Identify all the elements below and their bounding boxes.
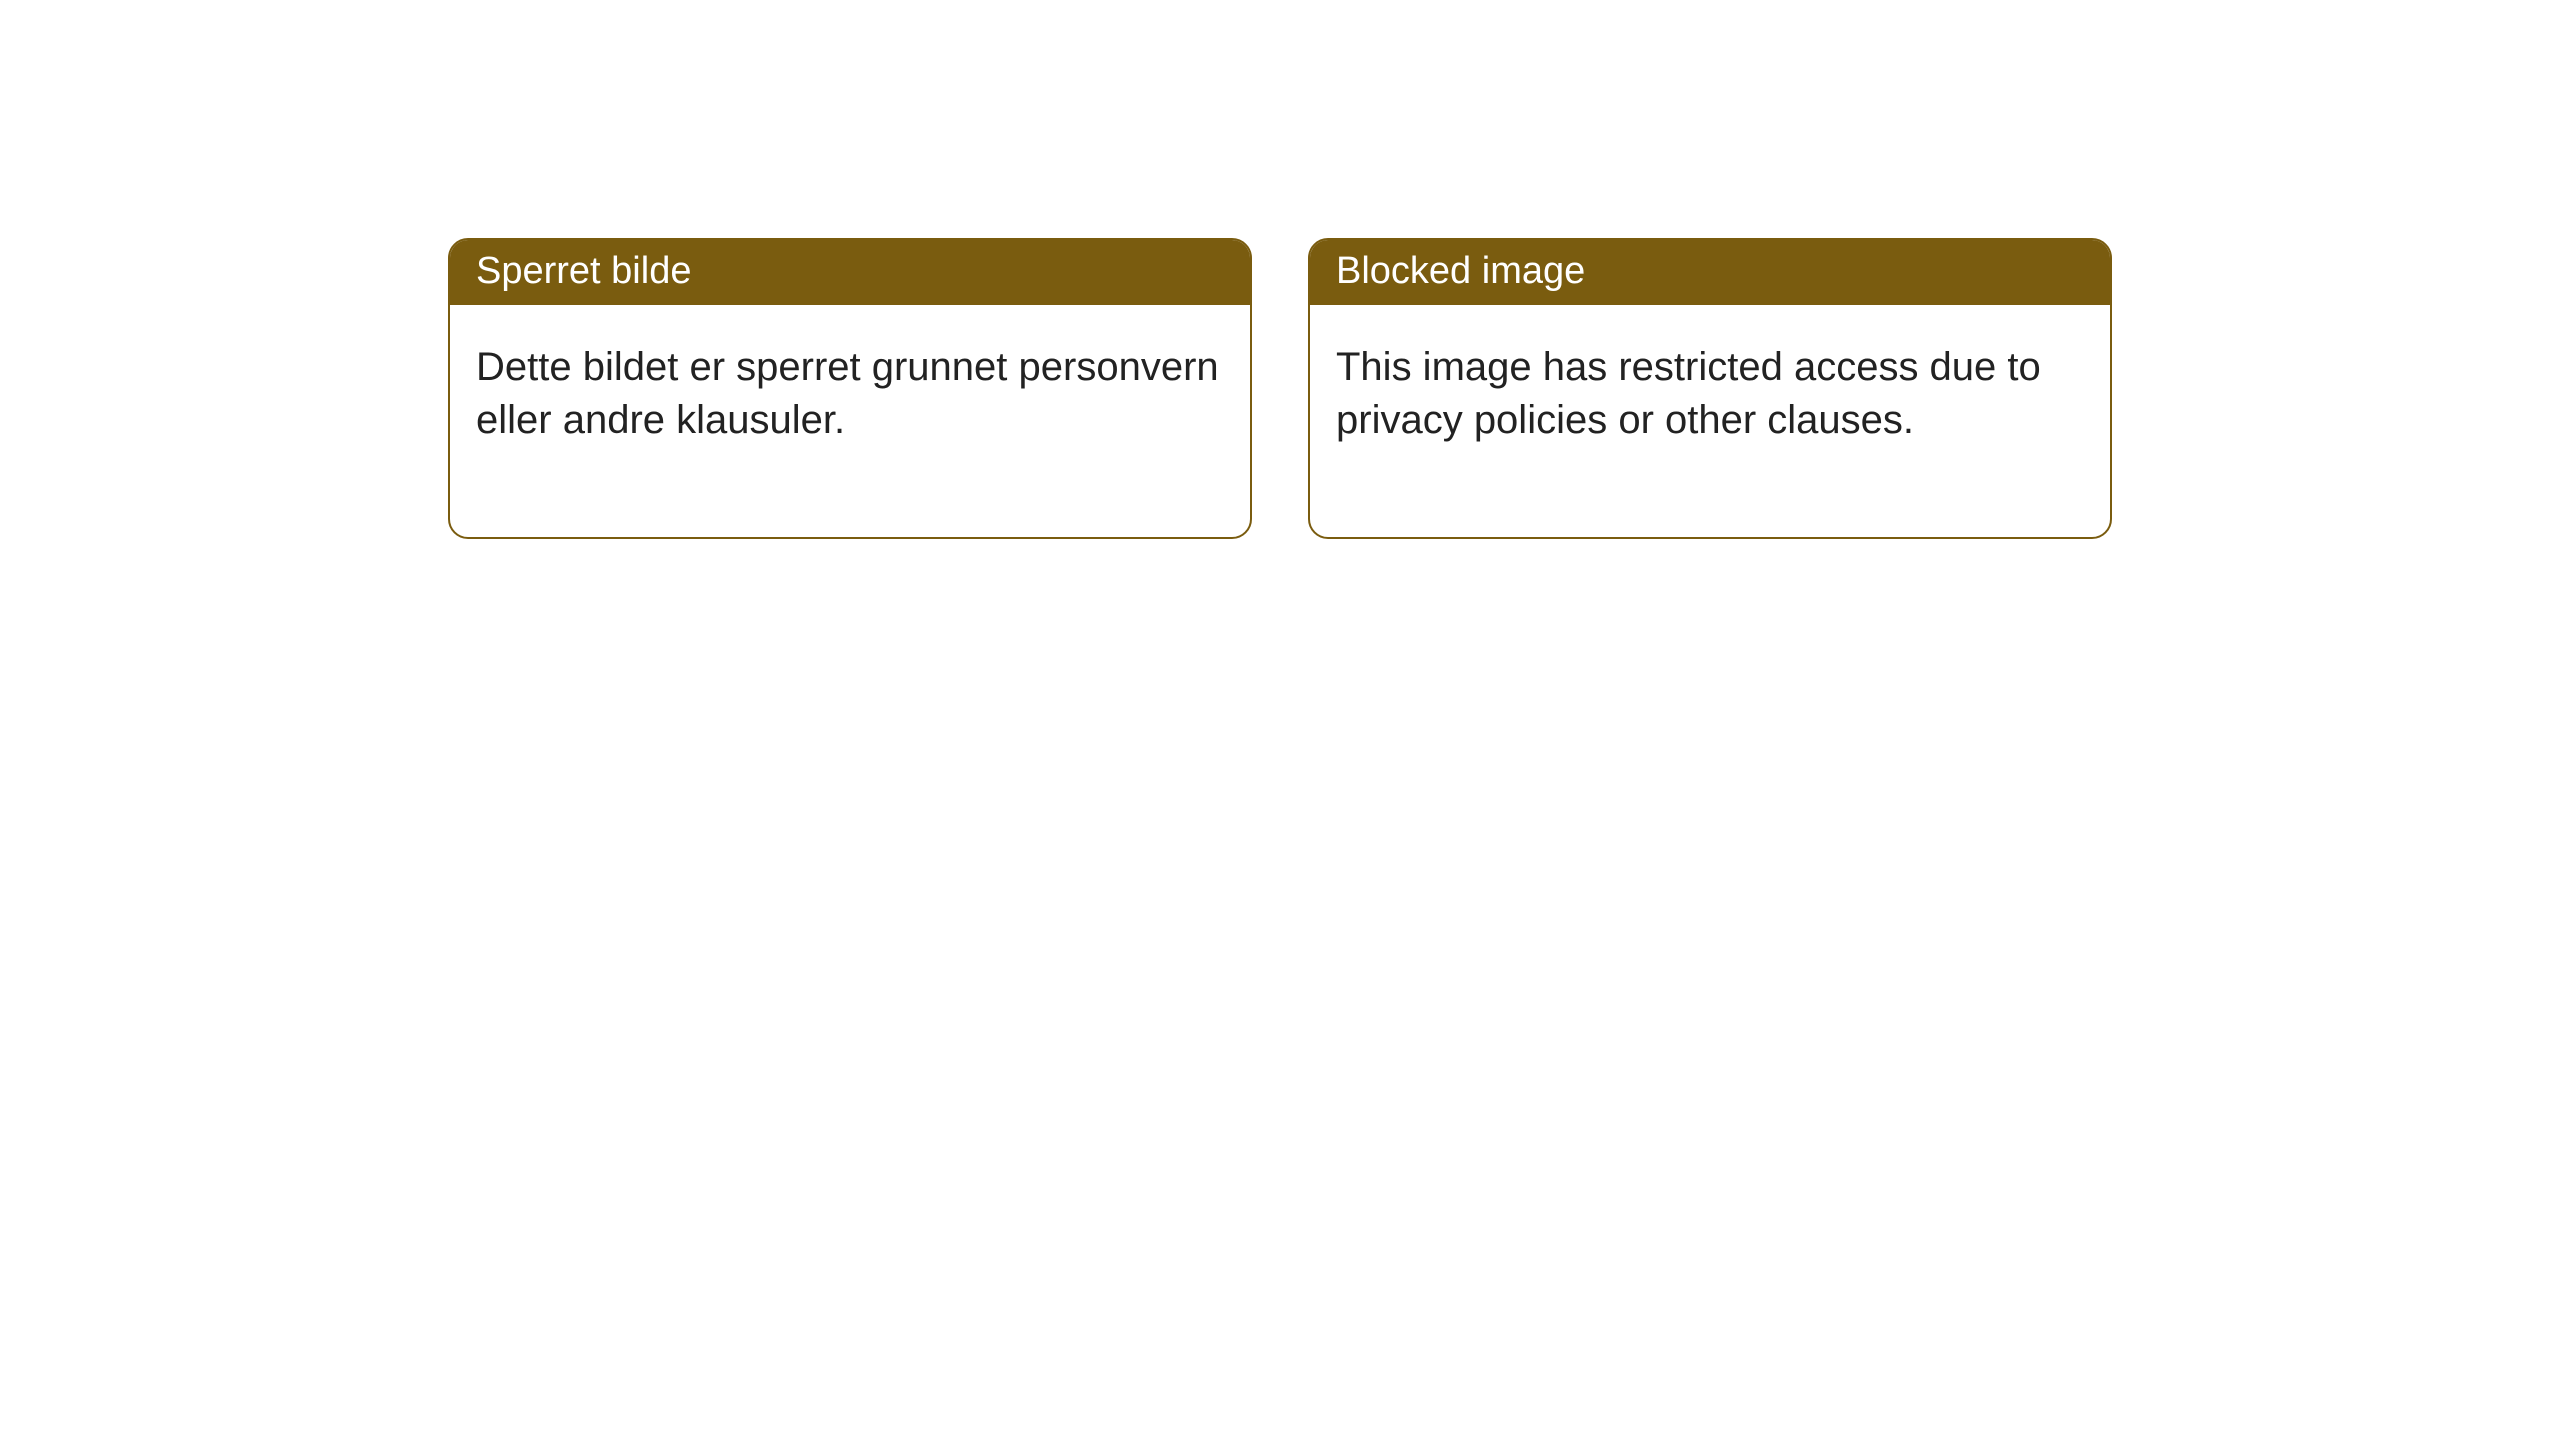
notice-title: Blocked image [1310, 240, 2110, 305]
notice-card-english: Blocked image This image has restricted … [1308, 238, 2112, 539]
notice-card-norwegian: Sperret bilde Dette bildet er sperret gr… [448, 238, 1252, 539]
notice-body: Dette bildet er sperret grunnet personve… [450, 305, 1250, 537]
notice-container: Sperret bilde Dette bildet er sperret gr… [0, 0, 2560, 539]
notice-body: This image has restricted access due to … [1310, 305, 2110, 537]
notice-title: Sperret bilde [450, 240, 1250, 305]
